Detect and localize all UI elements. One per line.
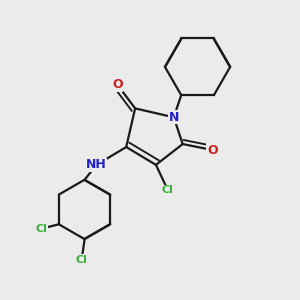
Text: O: O bbox=[112, 78, 123, 91]
Text: Cl: Cl bbox=[76, 255, 88, 265]
Text: Cl: Cl bbox=[35, 224, 47, 234]
Text: O: O bbox=[207, 143, 218, 157]
Text: N: N bbox=[169, 111, 179, 124]
Text: NH: NH bbox=[86, 158, 107, 171]
Text: Cl: Cl bbox=[162, 185, 174, 195]
